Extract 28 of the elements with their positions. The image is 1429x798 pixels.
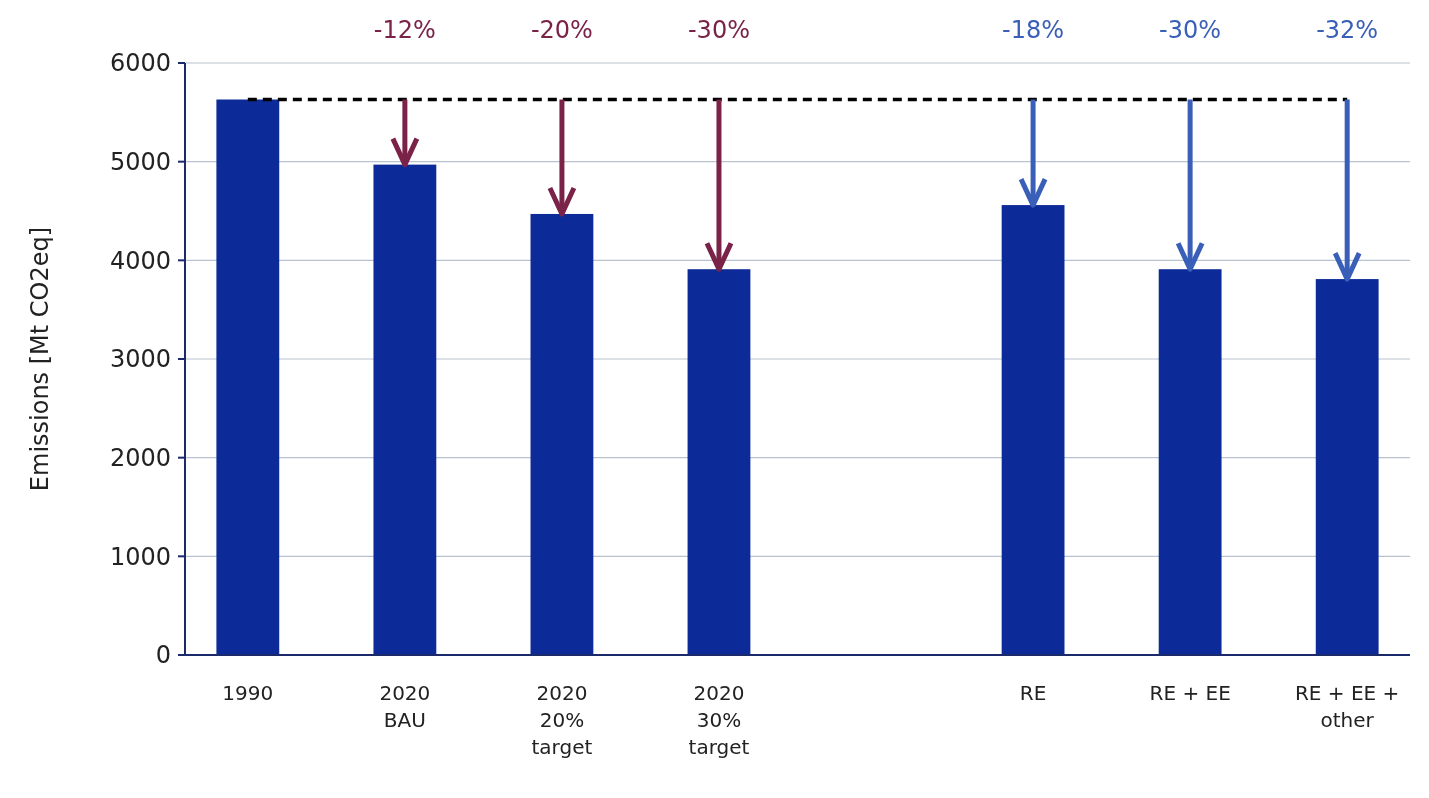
y-tick-label: 6000: [109, 49, 171, 78]
bar: [1158, 269, 1222, 655]
x-tick-label: RE: [1019, 681, 1047, 705]
text: -12%: [373, 16, 436, 44]
y-tick-label: 3000: [109, 345, 171, 374]
text: -30%: [1159, 16, 1222, 44]
x-tick-label: 1990: [222, 681, 274, 705]
text: -30%: [687, 16, 750, 44]
bar: [687, 269, 751, 655]
x-tick-label: RE + EE + other: [1294, 681, 1400, 732]
x-tick-label: 2020 20% target: [531, 681, 593, 759]
text: -18%: [1002, 16, 1065, 44]
y-tick-label: 5000: [109, 148, 171, 177]
y-axis-title: Emissions [Mt CO2eq]: [26, 226, 54, 492]
x-tick-label: 2020 30% target: [688, 681, 750, 759]
text: -32%: [1316, 16, 1379, 44]
x-tick-label: RE + EE: [1149, 681, 1231, 705]
y-tick-label: 2000: [109, 444, 171, 473]
bar: [1001, 205, 1065, 655]
bar: [530, 213, 594, 655]
text: -20%: [530, 16, 593, 44]
y-tick-label: 4000: [109, 246, 171, 275]
y-tick-label: 0: [155, 641, 171, 670]
x-tick-label: 2020 BAU: [379, 681, 431, 732]
y-tick-label: 1000: [109, 542, 171, 571]
bar: [216, 99, 280, 655]
bar: [373, 164, 437, 655]
bar: [1315, 279, 1379, 655]
